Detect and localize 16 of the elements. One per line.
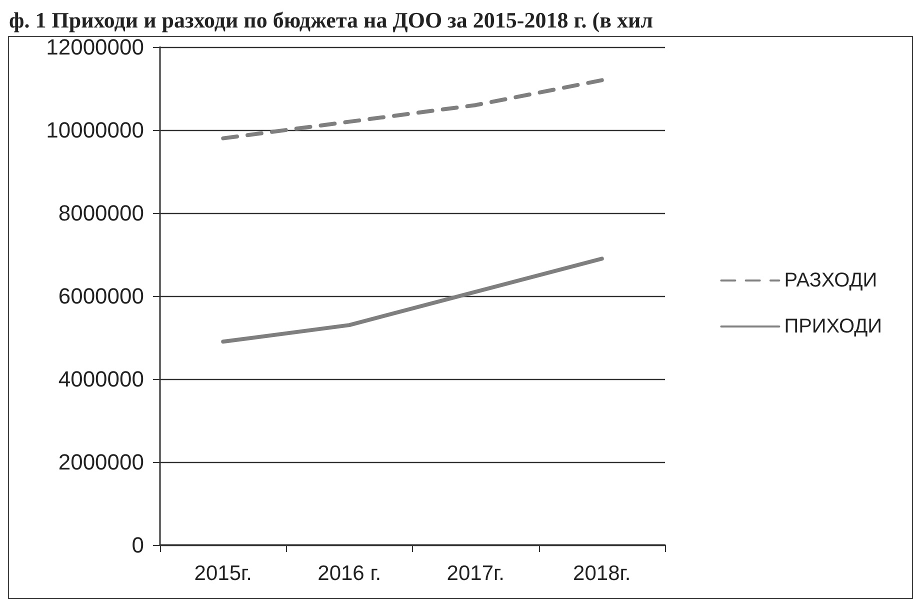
y-tick-label: 6000000 [58, 284, 144, 308]
y-tick-label: 8000000 [58, 200, 144, 226]
legend-label: ПРИХОДИ [784, 316, 882, 338]
line-series [221, 78, 604, 140]
y-tick-label: 4000000 [58, 366, 144, 392]
y-tick-label: 0 [132, 532, 144, 558]
y-tick-label: 10000000 [46, 118, 144, 142]
y-tick-label: 2000000 [58, 450, 144, 474]
x-tick-label: 2018г. [573, 562, 631, 585]
legend-label: РАЗХОДИ [784, 270, 878, 292]
x-tick-label: 2015г. [194, 562, 252, 585]
line-series [221, 256, 604, 344]
x-tick-label: 2017г. [446, 562, 504, 585]
chart-title: ф. 1 Приходи и разходи по бюджета на ДОО за 2015-2018 г. (в хил [9, 8, 653, 32]
y-tick-label: 12000000 [46, 34, 144, 60]
x-tick-label: 2016 г. [318, 562, 382, 585]
